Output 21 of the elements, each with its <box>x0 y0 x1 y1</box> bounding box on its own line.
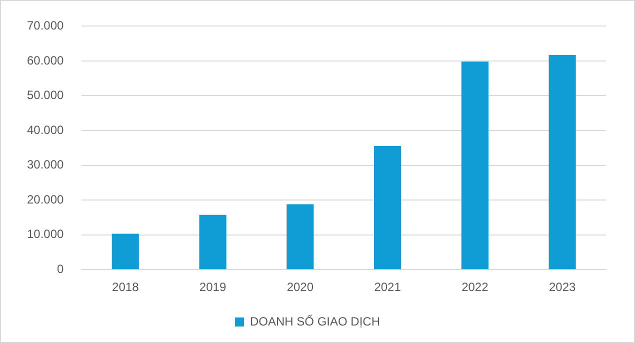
bar <box>548 55 576 270</box>
y-tick-label: 10.000 <box>27 227 64 242</box>
bar <box>461 62 488 270</box>
x-tick-label: 2019 <box>199 280 226 294</box>
x-tick-label: 2021 <box>374 280 402 294</box>
y-tick-label: 40.000 <box>27 122 64 137</box>
y-tick-label: 30.000 <box>27 158 64 172</box>
bar <box>374 146 402 270</box>
y-tick-label: 50.000 <box>27 88 64 102</box>
y-tick-label: 20.000 <box>27 192 64 206</box>
x-tick-label: 2022 <box>462 280 489 294</box>
legend-label: DOANH SỐ GIAO DỊCH <box>250 314 380 328</box>
y-tick-label: 70.000 <box>27 18 64 33</box>
x-tick-label: 2020 <box>286 280 314 294</box>
bar <box>286 204 314 270</box>
bar <box>199 214 226 270</box>
x-tick-label: 2018 <box>112 280 140 294</box>
y-tick-label: 60.000 <box>27 53 64 68</box>
bar <box>112 234 139 270</box>
y-tick-label: 0 <box>57 262 64 276</box>
x-tick-label: 2023 <box>548 280 576 294</box>
